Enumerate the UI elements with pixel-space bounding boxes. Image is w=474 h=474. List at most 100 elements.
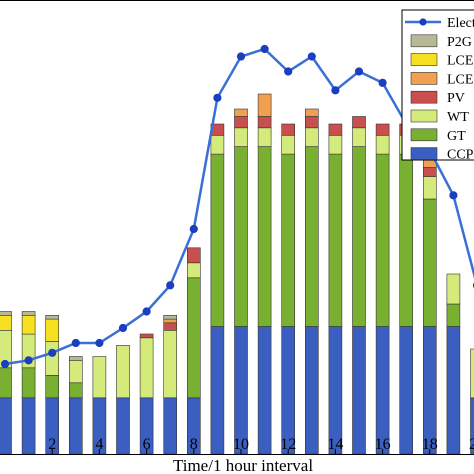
bar-segment-wt-2-h20 bbox=[470, 348, 474, 399]
load-point-h2 bbox=[48, 348, 57, 357]
bar-segment-wt-2-h11 bbox=[257, 127, 272, 147]
legend-swatch-5 bbox=[410, 109, 438, 123]
bar-segment-ccpp-0-h17 bbox=[399, 326, 414, 455]
legend-label-5: WT bbox=[447, 110, 469, 125]
bar-segment-wt-2-h18 bbox=[422, 176, 437, 200]
bar-segment-ccpp-0-h20 bbox=[470, 397, 474, 455]
bar-segment-ccpp-0-h12 bbox=[281, 326, 296, 455]
x-tick-label-20: 20 bbox=[469, 436, 474, 453]
legend-label-0: Elect bbox=[447, 16, 474, 31]
x-tick-label-8: 8 bbox=[190, 436, 198, 453]
legend-label-2: LCES bbox=[447, 54, 474, 69]
axes bbox=[0, 0, 474, 455]
bar-segment-ccpp-0-h7 bbox=[163, 397, 177, 455]
bar-segment-wt-2-h8 bbox=[187, 262, 201, 279]
load-point-h5 bbox=[118, 323, 128, 333]
bar-segment-pv-3-h6 bbox=[139, 333, 154, 339]
bar-segment-wt-2-h4 bbox=[92, 356, 107, 399]
load-point-h10 bbox=[236, 52, 246, 61]
bar-segment-wt-2-h2 bbox=[45, 341, 60, 376]
bar-segment-lces-4-h13 bbox=[304, 108, 319, 117]
bar-segment-gt-1-h13 bbox=[304, 146, 319, 327]
legend-label-6: GT bbox=[447, 129, 466, 144]
bar-segment-lces-4-h11 bbox=[257, 93, 272, 117]
bar-segment-gt-1-h15 bbox=[352, 146, 366, 327]
load-point-h8 bbox=[189, 224, 198, 234]
bar-segment-ccpp-0-h11 bbox=[257, 326, 272, 455]
bar-segment-pv-3-h18 bbox=[422, 167, 437, 177]
x-tick-label-12: 12 bbox=[280, 436, 296, 453]
bar-segment-pv-3-h8 bbox=[187, 247, 201, 264]
bar-segment-pv-3-h10 bbox=[234, 116, 248, 129]
x-tick-label-6: 6 bbox=[143, 436, 151, 453]
bar-segment-ccpp-0-h3 bbox=[69, 397, 83, 455]
bar-segment-gt-1-h9 bbox=[210, 153, 225, 327]
bar-segment-gt-1-h17 bbox=[399, 153, 414, 327]
bar-segment-gt-1-h3 bbox=[69, 382, 83, 399]
bar-segment-gt-1-h16 bbox=[375, 153, 390, 327]
bar-segment-gt-1-h0 bbox=[0, 367, 12, 399]
bar-segment-ccpp-0-h5 bbox=[116, 397, 130, 455]
bar-segment-wt-2-h12 bbox=[281, 135, 296, 155]
legend-label-3: LCES bbox=[447, 72, 474, 87]
load-point-h6 bbox=[142, 307, 151, 316]
load-point-h9 bbox=[213, 93, 222, 102]
load-point-h1 bbox=[24, 356, 33, 365]
bar-segment-wt-2-h14 bbox=[328, 135, 343, 155]
bar-segment-wt-2-h9 bbox=[210, 135, 225, 155]
legend-swatch-7 bbox=[410, 147, 438, 160]
load-point-h4 bbox=[95, 338, 104, 348]
x-tick-label-16: 16 bbox=[375, 436, 391, 453]
legend-swatch-1 bbox=[410, 34, 438, 48]
bar-segment-pv-3-h14 bbox=[328, 123, 343, 136]
load-point-h11 bbox=[260, 44, 269, 54]
load-point-h12 bbox=[284, 67, 293, 76]
x-tick-label-18: 18 bbox=[422, 436, 438, 453]
bar-segment-ccpp-0-h15 bbox=[352, 326, 366, 455]
bar-segment-wt-2-h15 bbox=[352, 127, 366, 147]
bar-segment-wt-2-h3 bbox=[69, 359, 83, 384]
load-point-h19 bbox=[449, 191, 458, 200]
bar-segment-gt-1-h19 bbox=[446, 303, 461, 327]
bar-segment-gt-1-h10 bbox=[234, 146, 248, 327]
bar-segment-lces-4-h10 bbox=[234, 108, 248, 117]
bar-segment-ccpp-0-h10 bbox=[234, 326, 248, 455]
bar-segment-wt-2-h16 bbox=[375, 135, 390, 155]
bar-segment-pv-3-h15 bbox=[352, 116, 366, 129]
bar-segment-pv-3-h7 bbox=[163, 322, 177, 331]
bar-segment-lces-4-h7 bbox=[163, 318, 177, 324]
legend-swatch-2 bbox=[410, 53, 438, 66]
bar-segment-ccpp-0-h16 bbox=[375, 326, 390, 455]
load-point-h3 bbox=[71, 338, 80, 348]
bar-segment-p2g-6-h2 bbox=[45, 314, 60, 320]
load-point-h15 bbox=[354, 67, 364, 76]
bar-segment-gt-1-h8 bbox=[187, 277, 201, 399]
x-tick-label-10: 10 bbox=[233, 436, 249, 453]
legend-swatch-6 bbox=[410, 128, 438, 142]
bar-segment-ccpp-0-h1 bbox=[21, 397, 36, 455]
legend-label-4: PV bbox=[447, 91, 465, 106]
bar-segment-ccpp-0-h13 bbox=[304, 326, 319, 455]
bar-segment-ccpp-0-h18 bbox=[422, 326, 437, 455]
bar-segment-gt-1-h11 bbox=[257, 146, 272, 327]
load-point-h16 bbox=[378, 78, 387, 87]
load-point-h13 bbox=[307, 52, 316, 61]
bar-segment-pv-3-h16 bbox=[375, 123, 390, 136]
bar-segment-gt-1-h2 bbox=[45, 374, 60, 399]
bar-segment-ccpp-0-h14 bbox=[328, 326, 343, 455]
bar-segment-wt-2-h5 bbox=[116, 344, 130, 399]
legend: Elect P2G LCES LCES PV WT GT CCPP bbox=[401, 9, 474, 163]
x-tick-label-2: 2 bbox=[48, 436, 56, 453]
load-point-h0 bbox=[0, 359, 10, 369]
bar-segment-gt-1-h12 bbox=[281, 153, 296, 327]
bar-segment-wt-2-h6 bbox=[139, 337, 154, 399]
legend-swatch-marker bbox=[419, 18, 427, 26]
bar-segment-pv-3-h12 bbox=[281, 123, 296, 136]
bar-segment-gt-1-h1 bbox=[21, 367, 36, 399]
x-tick-label-4: 4 bbox=[95, 436, 103, 453]
bar-layer bbox=[0, 93, 474, 455]
load-point-h7 bbox=[166, 281, 175, 290]
bar-segment-p2g-6-h1 bbox=[21, 311, 36, 316]
bar-segment-wt-2-h13 bbox=[304, 127, 319, 147]
